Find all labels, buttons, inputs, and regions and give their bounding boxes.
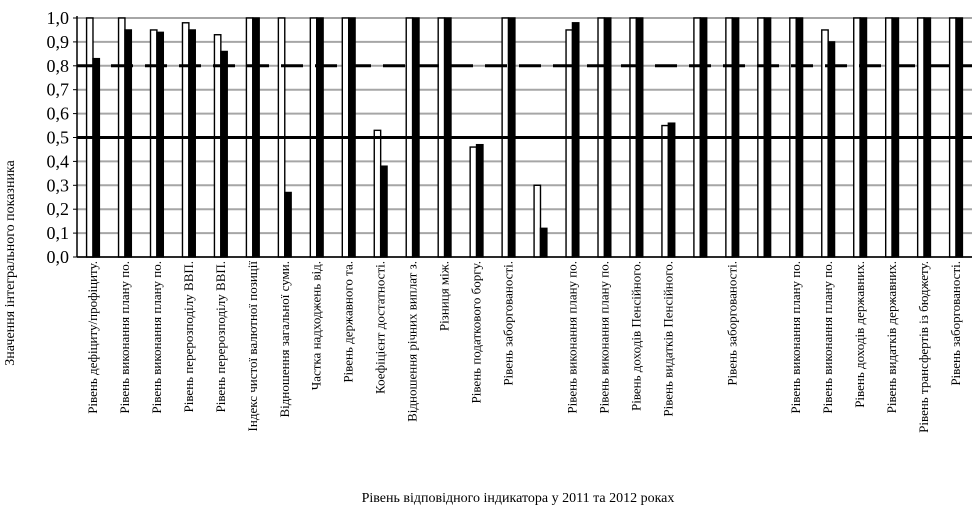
bar-2012 [571, 22, 580, 258]
x-tick-label: Рівень трансфертів із бюджету. [916, 261, 931, 433]
bar-2011 [213, 34, 222, 258]
x-tick-label: Рівень виконання плану по. [117, 261, 132, 414]
bar-2011 [181, 22, 190, 258]
bar-2012 [827, 41, 836, 258]
bar-2011 [149, 29, 158, 258]
x-tick-label: Рівень дефіциту/профіциту. [85, 261, 100, 414]
y-tick-label: 1,0 [47, 8, 70, 28]
bar-2011 [821, 29, 829, 258]
x-tick-label: Рівень виконання плану по. [564, 261, 579, 414]
x-tick-label: Рівень перерозподілу ВВП. [213, 261, 228, 412]
x-tick-label: Рівень видатків Пенсійного. [660, 261, 675, 417]
y-tick-label: 0,2 [47, 199, 70, 219]
x-axis-labels: Рівень дефіциту/профіциту. Рівень виконан… [85, 261, 963, 433]
bar-2011 [373, 129, 382, 258]
bar-2012 [124, 29, 133, 258]
x-tick-label: Індекс чистої валютної позиції [245, 261, 260, 432]
bar-2012 [475, 143, 484, 258]
bar-2011 [565, 29, 574, 258]
x-tick-label: Частка надходжень від. [309, 261, 324, 390]
reference-lines [77, 64, 972, 139]
y-axis-title: Значення інтегрального показника [3, 159, 18, 365]
x-tick-label: Рівень доходів Пенсійного. [628, 261, 643, 411]
x-tick-label: Відношення загальної суми. [277, 261, 292, 418]
bar-2012 [284, 191, 292, 258]
y-tick-label: 0,4 [47, 151, 70, 171]
y-tick-label: 0,3 [47, 175, 70, 195]
x-tick-label: Відношення річних виплат з. [405, 261, 420, 422]
x-tick-label: Рівень виконання плану по. [820, 261, 835, 414]
bar-2012 [539, 227, 548, 258]
y-ticks: 0,0 0,1 0,2 0,3 0,4 0,5 0,6 0,7 0,8 0,9 1,0 [47, 8, 70, 267]
x-tick-label: Рівень виконання плану по. [149, 261, 164, 414]
bar-2012 [667, 122, 676, 258]
x-tick-label: Рівень заборгованості. [501, 261, 516, 386]
bar-2012 [92, 57, 101, 258]
x-tick-label: Рівень державного та. [341, 261, 356, 383]
x-tick-label: Рівень видатків державних. [884, 261, 899, 413]
bar-2011 [469, 146, 478, 258]
y-tick-label: 0,5 [47, 128, 70, 148]
x-tick-label: Рівень доходів державних. [852, 261, 867, 408]
bar-2011 [533, 184, 542, 258]
y-tick-label: 0,6 [47, 104, 70, 124]
y-tick-label: 0,1 [47, 223, 70, 243]
x-tick-label: Коефіцієнт достатності. [373, 261, 388, 394]
bar-2012 [188, 29, 196, 258]
y-tick-label: 0,7 [47, 80, 70, 100]
x-tick-label: Рівень податкового боргу. [469, 261, 484, 403]
x-tick-label: Рівень виконання плану по. [596, 261, 611, 414]
axes [73, 16, 972, 258]
bar-2011 [661, 124, 670, 258]
y-tick-label: 0,9 [47, 32, 70, 52]
x-axis-title: Рівень відповідного індикатора у 2011 та… [362, 491, 675, 506]
x-tick-label: Рівень перерозподілу ВВП. [181, 261, 196, 412]
x-tick-label: Різниця між. [437, 261, 452, 331]
y-tick-label: 0,0 [47, 247, 70, 267]
x-tick-label: Рівень заборгованості. [948, 261, 963, 386]
bar-2012 [220, 50, 228, 258]
y-tick-label: 0,8 [47, 56, 70, 76]
x-tick-label: Рівень виконання плану по. [788, 261, 803, 414]
x-tick-label: Рівень заборгованості. [724, 261, 739, 386]
bar-2012 [379, 165, 388, 258]
